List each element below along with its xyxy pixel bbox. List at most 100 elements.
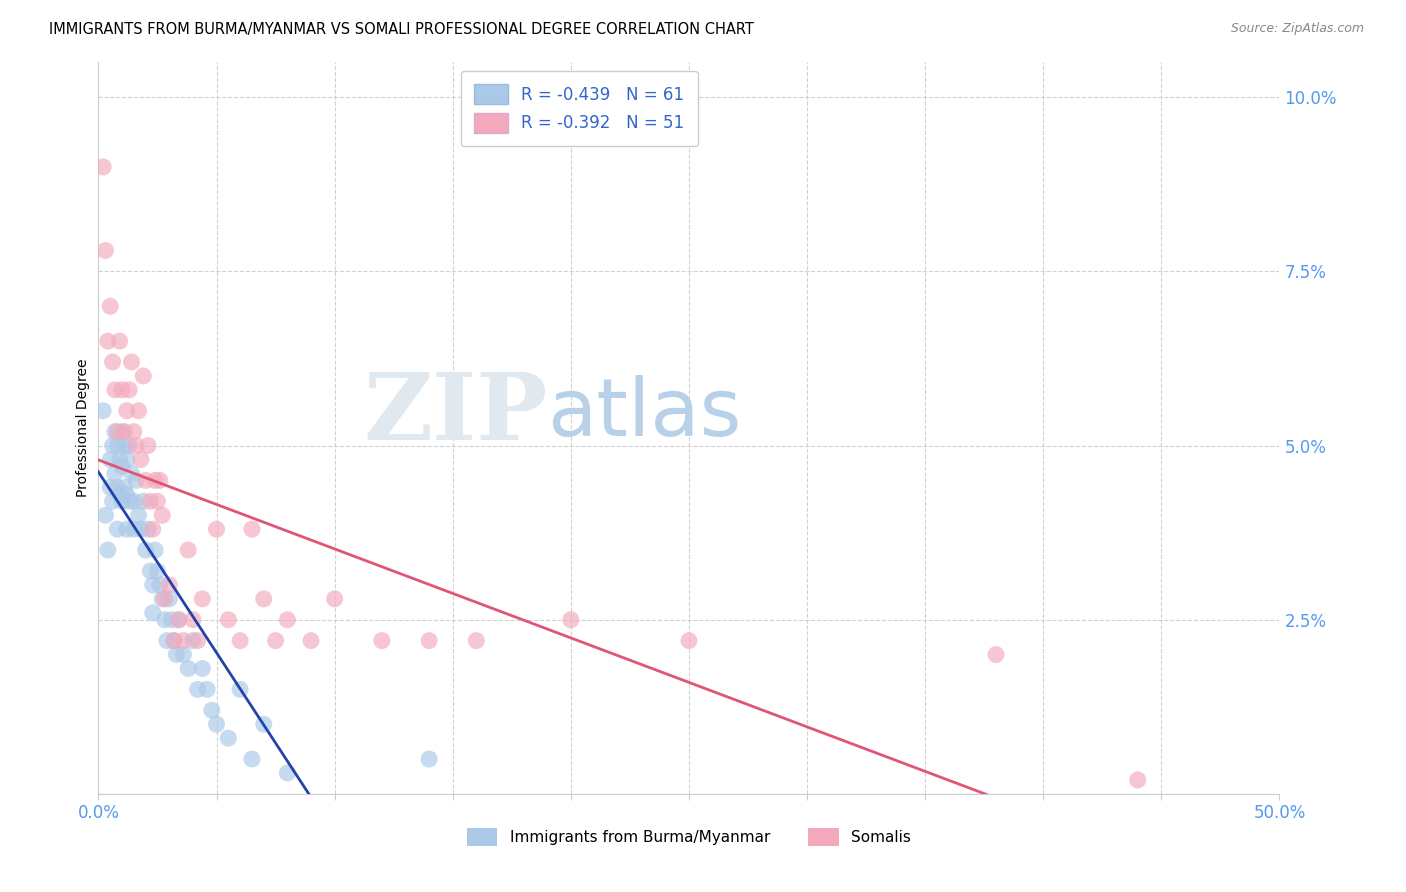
Point [177,661,200,675]
Point [156,633,179,648]
Point [146,494,169,508]
Point [153,613,176,627]
Point [118,494,141,508]
Point [98,452,121,467]
Point [98,480,121,494]
Point [104,467,127,481]
Point [125,474,148,488]
Point [104,425,127,439]
Point [678,633,700,648]
Point [177,543,200,558]
Point [101,494,124,508]
Point [105,522,128,536]
Point [217,731,239,746]
Point [135,474,157,488]
Point [122,522,145,536]
Point [276,613,298,627]
Point [253,591,276,606]
Point [205,522,228,536]
Point [112,480,135,494]
Point [108,487,131,501]
Point [146,564,169,578]
Point [187,682,209,697]
Text: ZIP: ZIP [363,368,547,458]
Point [105,439,128,453]
Point [465,633,488,648]
Point [150,591,173,606]
Point [195,682,218,697]
Point [136,439,159,453]
Point [163,633,186,648]
Point [115,487,138,501]
Point [128,403,150,417]
Point [139,564,162,578]
Point [97,334,120,348]
Point [112,425,135,439]
Point [111,383,134,397]
Point [153,591,176,606]
Point [101,355,124,369]
Point [142,522,165,536]
Text: Source: ZipAtlas.com: Source: ZipAtlas.com [1230,22,1364,36]
Point [111,494,134,508]
Point [181,633,204,648]
Point [118,383,141,397]
Point [1126,772,1149,787]
Point [142,578,165,592]
Point [167,613,190,627]
Point [94,244,117,258]
Point [191,591,214,606]
Point [105,480,128,494]
Point [229,682,252,697]
Point [139,494,162,508]
Point [167,613,190,627]
Point [136,522,159,536]
Point [111,425,134,439]
Point [108,334,131,348]
Point [157,578,180,592]
Point [142,606,165,620]
Point [181,613,204,627]
Point [115,403,138,417]
Point [418,633,440,648]
Point [125,439,148,453]
Point [323,591,346,606]
Point [160,613,183,627]
Point [217,613,239,627]
Point [108,452,131,467]
Point [132,494,155,508]
Point [121,355,143,369]
Point [149,578,172,592]
Point [157,591,180,606]
Text: atlas: atlas [547,375,741,452]
Point [560,613,582,627]
Point [122,425,145,439]
Legend: Immigrants from Burma/Myanmar, Somalis: Immigrants from Burma/Myanmar, Somalis [461,822,917,852]
Point [165,648,187,662]
Point [132,368,155,383]
Point [104,383,127,397]
Point [97,543,120,558]
Point [253,717,276,731]
Point [129,452,152,467]
Point [111,459,134,474]
Point [112,439,135,453]
Point [276,766,298,780]
Point [115,522,138,536]
Point [150,508,173,523]
Point [984,648,1007,662]
Point [115,452,138,467]
Point [418,752,440,766]
Point [91,160,114,174]
Point [172,648,194,662]
Point [229,633,252,648]
Point [143,474,166,488]
Point [91,403,114,417]
Point [128,508,150,523]
Point [149,474,172,488]
Point [135,543,157,558]
Point [122,494,145,508]
Point [201,703,224,717]
Point [129,522,152,536]
Point [205,717,228,731]
